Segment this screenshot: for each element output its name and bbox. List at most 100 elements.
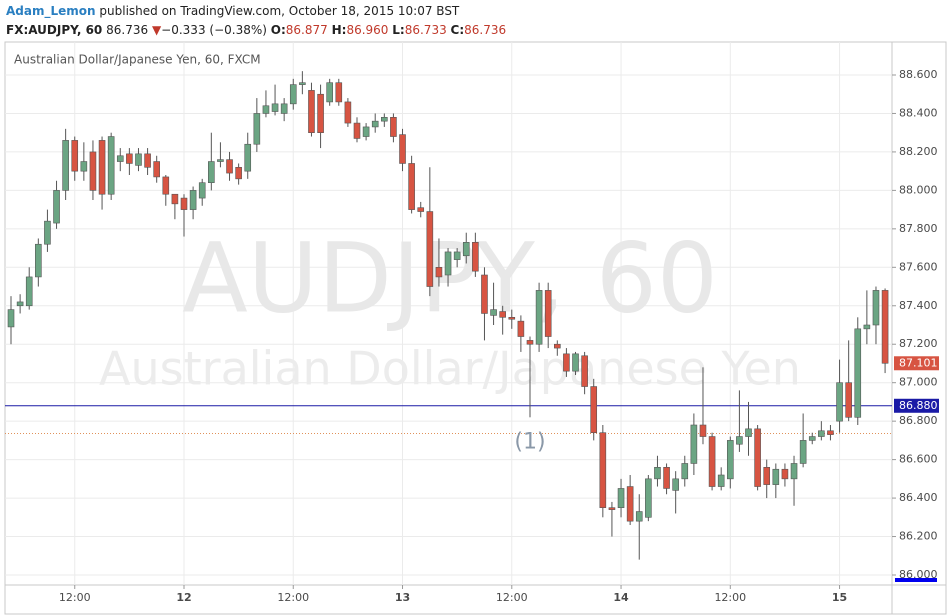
candle-body: [189, 190, 197, 210]
candle-body: [708, 436, 716, 487]
candle-body: [235, 167, 242, 180]
candle-body: [326, 82, 333, 103]
y-tick-label: 86.800: [899, 414, 938, 427]
candle-body: [144, 153, 151, 168]
candle-body: [135, 153, 142, 166]
candle-body: [681, 463, 689, 480]
candle-body: [635, 511, 643, 522]
candle-body: [544, 290, 552, 337]
candle-body: [116, 155, 124, 162]
published: published on TradingView.com, October 18…: [99, 4, 460, 18]
grid: [5, 42, 892, 585]
candle-body: [35, 243, 42, 278]
candle-body: [836, 382, 843, 422]
candle-body: [554, 343, 561, 349]
candle-body: [253, 113, 261, 145]
last-price-bg: [894, 356, 939, 371]
h-label: H:: [332, 23, 347, 37]
l-label: L:: [392, 23, 404, 37]
last: 86.736: [106, 23, 148, 37]
candle-body: [617, 488, 625, 508]
candle-body: [481, 274, 488, 314]
candle-body: [490, 309, 497, 316]
candle-body: [645, 478, 652, 518]
x-tick-label: 14: [613, 591, 629, 604]
candle-body: [344, 101, 352, 124]
candle-body: [171, 193, 179, 205]
candle-body: [872, 290, 880, 326]
candle-body: [827, 430, 834, 435]
author[interactable]: Adam_Lemon: [6, 4, 96, 19]
candle-body: [162, 176, 170, 195]
candle-body: [62, 140, 69, 191]
candle-body: [726, 440, 734, 480]
candle-body: [772, 468, 780, 485]
horizontal-line-label: 86.880: [899, 399, 938, 412]
candle-body: [71, 140, 79, 172]
candle-body: [353, 122, 361, 139]
y-tick-label: 86.600: [899, 453, 938, 466]
chart-frame: [4, 41, 947, 615]
candle-body: [599, 432, 607, 508]
candle-body: [736, 436, 743, 445]
candle-body: [417, 207, 425, 212]
candle-body: [208, 161, 215, 183]
candle-body: [781, 468, 789, 480]
y-tick-label: 88.200: [899, 145, 938, 158]
candle-body: [80, 161, 88, 172]
candle-body: [453, 251, 461, 260]
candle-body: [790, 463, 798, 480]
candle-body: [317, 93, 324, 133]
candle-body: [499, 311, 506, 318]
y-tick-label: 88.000: [899, 183, 938, 196]
candle-body: [517, 320, 525, 337]
y-tick-label: 87.200: [899, 337, 938, 350]
open: 86.877: [286, 23, 328, 37]
x-tick-label: 12:00: [277, 591, 309, 604]
header-line-2: FX:AUDJPY, 60 86.736 ▼−0.333 (−0.38%) O:…: [6, 23, 506, 37]
candle-body: [98, 140, 106, 195]
axis-highlight: [895, 578, 937, 582]
candle-body: [608, 507, 616, 510]
y-tick-label: 87.600: [899, 260, 938, 273]
horizontal-line-label-bg: [894, 398, 939, 413]
candle-body: [699, 424, 707, 437]
candle-body: [44, 220, 51, 245]
header-line-1: Adam_Lemon published on TradingView.com,…: [6, 4, 460, 19]
candle-body: [590, 386, 598, 433]
candle-body: [526, 340, 534, 345]
candle-body: [654, 467, 661, 480]
candle-body: [818, 430, 825, 437]
candle-body: [53, 190, 60, 224]
candle-body: [89, 151, 97, 191]
candle-body: [16, 301, 24, 307]
candle-body: [626, 486, 634, 522]
low: 86.733: [405, 23, 447, 37]
watermark-sub: Australian Dollar/Japanese Yen: [99, 342, 801, 396]
y-tick-label: 87.400: [899, 299, 938, 312]
candle-body: [198, 182, 206, 199]
x-tick-label: 12:00: [59, 591, 91, 604]
watermark: AUDJPY, 60: [182, 222, 718, 334]
candle-body: [226, 159, 233, 174]
arrow: ▼: [152, 23, 162, 37]
candle-body: [435, 267, 443, 278]
o-label: O:: [271, 23, 286, 37]
candle-body: [690, 424, 698, 464]
candle-body: [763, 467, 771, 485]
candle-body: [881, 290, 889, 364]
y-tick-label: 88.400: [899, 106, 938, 119]
y-tick-label: 87.800: [899, 222, 938, 235]
candle-body: [299, 82, 306, 85]
candle-body: [863, 324, 871, 330]
y-tick-label: 87.000: [899, 376, 938, 389]
candle-body: [180, 197, 188, 210]
candle-body: [754, 428, 761, 487]
candle-body: [335, 82, 343, 103]
close: 86.736: [464, 23, 506, 37]
candle-body: [217, 159, 224, 162]
candle-body: [535, 290, 543, 345]
candle-body: [153, 161, 160, 178]
x-tick-label: 13: [395, 591, 410, 604]
